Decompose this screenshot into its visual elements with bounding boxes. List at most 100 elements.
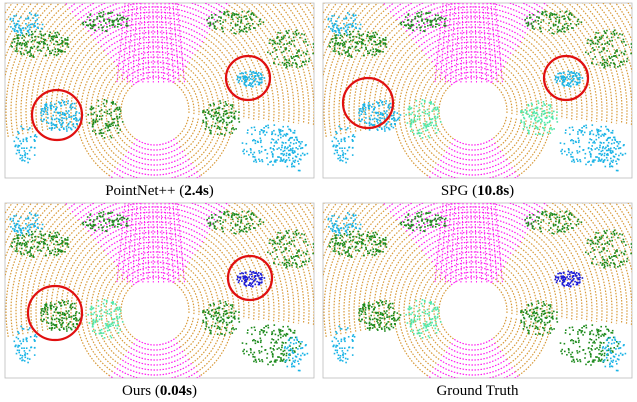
point: [35, 31, 37, 33]
point: [526, 223, 528, 225]
point: [349, 37, 351, 39]
point: [523, 128, 525, 130]
point: [560, 151, 562, 153]
point: [550, 27, 552, 29]
point: [566, 23, 568, 25]
point: [119, 215, 121, 217]
point: [119, 317, 121, 319]
point: [27, 26, 29, 28]
point: [206, 323, 208, 325]
point: [292, 148, 294, 150]
point: [244, 282, 246, 284]
point: [51, 236, 53, 238]
point: [29, 55, 31, 57]
point: [384, 43, 386, 45]
point: [600, 38, 602, 40]
point: [418, 24, 420, 26]
point: [235, 213, 237, 215]
point: [117, 226, 119, 228]
point: [299, 358, 301, 360]
point: [283, 64, 285, 66]
point: [283, 236, 285, 238]
point: [300, 343, 302, 345]
point: [287, 366, 289, 368]
point: [532, 225, 534, 227]
point: [578, 142, 580, 144]
point: [425, 113, 427, 115]
point: [296, 139, 298, 141]
point: [561, 228, 563, 230]
point: [109, 25, 111, 27]
point: [13, 39, 15, 41]
point: [264, 277, 266, 279]
point: [305, 39, 307, 41]
point: [94, 29, 96, 31]
point: [17, 346, 19, 348]
point: [536, 216, 538, 218]
point: [272, 164, 274, 166]
point: [296, 52, 298, 54]
point: [256, 216, 258, 218]
point: [98, 305, 100, 307]
point: [530, 109, 532, 111]
point: [58, 312, 60, 314]
point: [604, 243, 606, 245]
point: [261, 346, 263, 348]
point: [284, 150, 286, 152]
point: [260, 342, 262, 344]
point: [70, 104, 72, 106]
point: [362, 43, 364, 45]
point: [248, 284, 250, 286]
point: [408, 27, 410, 29]
point: [617, 145, 619, 147]
point: [599, 37, 601, 39]
point: [394, 123, 396, 125]
point: [109, 12, 111, 14]
point: [62, 41, 64, 43]
point: [298, 163, 300, 165]
point: [283, 351, 285, 353]
point: [35, 20, 37, 22]
point: [53, 54, 55, 56]
point: [37, 247, 39, 249]
point: [102, 315, 104, 317]
point: [16, 153, 18, 155]
point: [279, 330, 281, 332]
point: [613, 231, 615, 233]
point: [542, 14, 544, 16]
point: [92, 228, 94, 230]
point: [43, 39, 45, 41]
point: [304, 354, 306, 356]
point: [237, 24, 239, 26]
point: [259, 21, 261, 23]
point: [630, 53, 632, 55]
point: [41, 315, 43, 317]
point: [533, 221, 535, 223]
caption-part: 2.4s: [184, 183, 209, 199]
point: [410, 126, 412, 128]
point: [292, 262, 294, 264]
point: [23, 139, 25, 141]
point: [286, 43, 288, 45]
point: [248, 11, 250, 13]
point: [215, 214, 217, 216]
point: [359, 235, 361, 237]
point: [307, 353, 309, 355]
point: [533, 214, 535, 216]
point: [612, 245, 614, 247]
point: [374, 107, 376, 109]
point: [435, 223, 437, 225]
point: [337, 158, 339, 160]
point: [591, 263, 593, 265]
point: [312, 53, 314, 55]
point: [571, 14, 573, 16]
point: [271, 351, 273, 353]
point: [213, 316, 215, 318]
point: [206, 325, 208, 327]
point: [245, 279, 247, 281]
point: [230, 104, 232, 106]
point: [414, 216, 416, 218]
point: [608, 142, 610, 144]
point: [32, 33, 34, 35]
point: [57, 244, 59, 246]
